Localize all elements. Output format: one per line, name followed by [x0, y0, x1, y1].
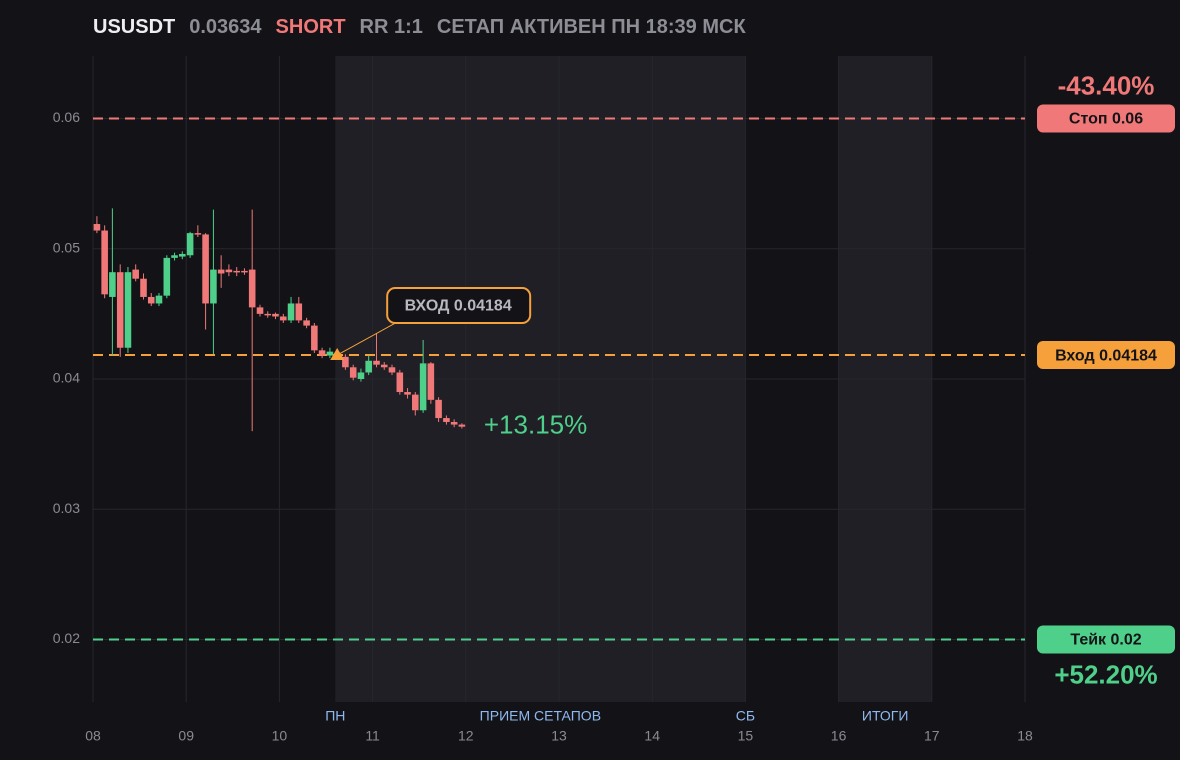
candle-body — [342, 356, 349, 368]
symbol: USUSDT — [93, 16, 176, 38]
candle-body — [287, 303, 295, 321]
candle-body — [217, 269, 225, 274]
candle-body — [140, 278, 147, 297]
entry-connector — [336, 321, 398, 356]
candle-body — [124, 272, 132, 348]
candle-body — [349, 367, 357, 378]
candle-body — [380, 364, 388, 368]
x-tick-label: 14 — [644, 728, 660, 744]
header: USUSDT 0.03634 SHORT RR 1:1 СЕТАП АКТИВЕ… — [93, 16, 746, 39]
candle-body — [272, 313, 279, 317]
candle-body — [202, 234, 209, 304]
x-tick-label: 13 — [551, 728, 567, 744]
x-tick-label: 12 — [458, 728, 474, 744]
session-label: СБ — [736, 708, 755, 724]
candle-body — [256, 307, 264, 314]
candle-body — [303, 320, 310, 326]
candle-body — [404, 392, 411, 395]
session-label: ИТОГИ — [862, 708, 909, 724]
y-tick-label: 0.04 — [53, 370, 80, 386]
candle-body — [427, 363, 435, 400]
y-tick-label: 0.02 — [53, 630, 80, 646]
y-tick-label: 0.03 — [53, 500, 80, 516]
candle-body — [411, 394, 419, 411]
candle-body — [388, 367, 396, 373]
candle-body — [373, 360, 380, 365]
candle-body — [101, 230, 108, 295]
level-label: Тейк 0.02 — [1070, 632, 1141, 649]
candle-body — [233, 270, 241, 273]
candle-body — [248, 269, 256, 308]
x-tick-label: 16 — [831, 728, 847, 744]
last-change: +13.15% — [484, 410, 587, 440]
x-tick-label: 08 — [85, 728, 101, 744]
side: SHORT — [275, 16, 346, 38]
level-change: +52.20% — [1054, 659, 1157, 689]
candle-body — [443, 418, 450, 422]
candle-body — [171, 255, 178, 258]
x-tick-label: 18 — [1017, 728, 1033, 744]
x-tick-label: 11 — [365, 728, 380, 744]
level-pill — [1037, 341, 1175, 370]
price: 0.03634 — [189, 16, 262, 38]
candle-body — [365, 360, 372, 373]
candle-body — [132, 269, 139, 279]
candle-body — [210, 269, 217, 304]
x-tick-label: 09 — [178, 728, 194, 744]
candle-body — [147, 296, 155, 304]
level-pill — [1037, 104, 1175, 133]
level-change: -43.40% — [1058, 70, 1155, 100]
candle-body — [178, 253, 186, 257]
candle-body — [93, 224, 101, 231]
candle-body — [357, 372, 365, 379]
candle-body — [264, 313, 272, 316]
candle-body — [194, 233, 202, 235]
level-label: Стоп 0.06 — [1069, 111, 1143, 128]
candle-body — [326, 351, 334, 356]
candle-body — [396, 372, 404, 393]
entry-marker — [330, 348, 345, 361]
level-pill — [1037, 625, 1175, 654]
candle-body — [295, 303, 303, 321]
candle-body — [163, 257, 171, 296]
x-tick-label: 15 — [738, 728, 754, 744]
session-label: ПРИЕМ СЕТАПОВ — [480, 708, 601, 724]
x-tick-label: 10 — [272, 728, 288, 744]
level-label: Вход 0.04184 — [1055, 347, 1157, 364]
candle-body — [435, 399, 442, 419]
entry-callout-label: ВХОД 0.04184 — [405, 297, 512, 314]
candle-body — [225, 269, 233, 273]
candle-body — [116, 272, 124, 348]
candle-body — [280, 316, 287, 321]
candle-body — [241, 270, 248, 273]
candle-body — [458, 424, 466, 427]
candle-body — [318, 350, 326, 356]
risk-reward: RR 1:1 — [359, 16, 423, 38]
entry-callout — [386, 287, 532, 325]
candle-body — [155, 295, 163, 304]
candle-body — [109, 272, 116, 297]
x-tick-label: 17 — [924, 728, 940, 744]
candle-body — [186, 233, 194, 256]
candle-body — [311, 325, 318, 351]
candle-body — [450, 421, 458, 425]
y-tick-label: 0.06 — [53, 109, 80, 125]
y-tick-label: 0.05 — [53, 239, 80, 255]
candle-body — [419, 363, 427, 411]
session-label: ПН — [325, 708, 345, 724]
status: СЕТАП АКТИВЕН ПН 18:39 МСК — [436, 16, 746, 38]
